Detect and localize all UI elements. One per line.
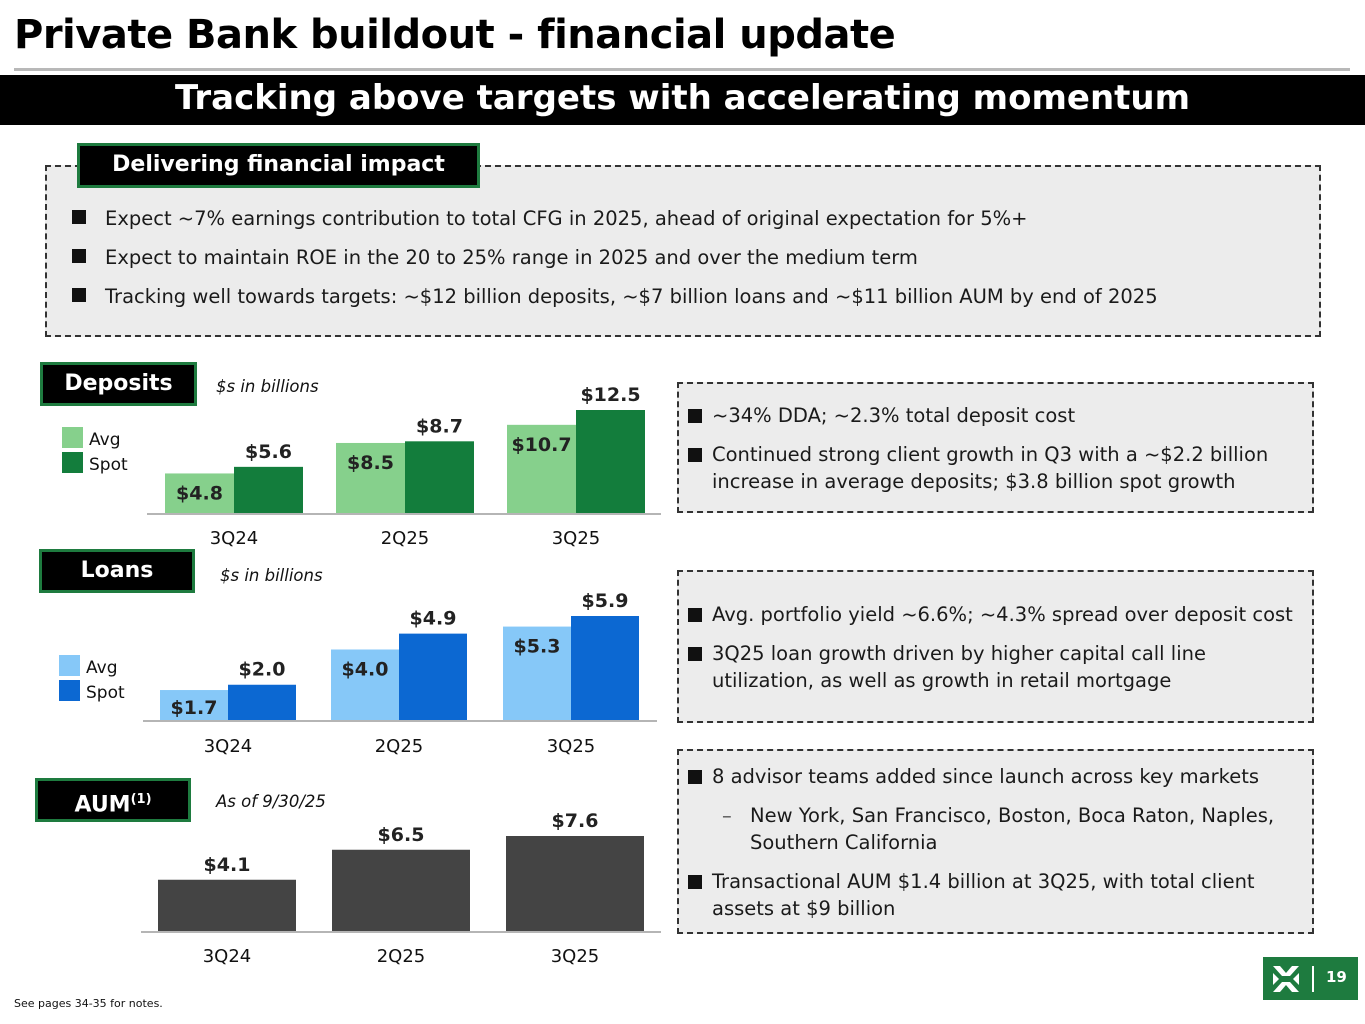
legend-swatch xyxy=(62,427,83,448)
aum-notes: 8 advisor teams added since launch acros… xyxy=(688,763,1308,922)
data-label: $12.5 xyxy=(580,384,640,406)
deposits-notes: ~34% DDA; ~2.3% total deposit cost Conti… xyxy=(688,402,1308,495)
dash-bullet-icon: – xyxy=(722,804,732,827)
deposits-legend: Avg Spot xyxy=(62,427,128,477)
brand-footer: 19 xyxy=(1263,957,1358,1000)
page-title: Private Bank buildout - financial update xyxy=(14,12,896,58)
impact-bullet: Tracking well towards targets: ~$12 bill… xyxy=(72,281,1158,320)
deposits-units: $s in billions xyxy=(216,377,319,396)
data-label: $5.9 xyxy=(582,590,629,612)
impact-panel xyxy=(45,165,1321,337)
impact-bullets: Expect ~7% earnings contribution to tota… xyxy=(72,203,1158,320)
bar-avg-3q25 xyxy=(503,626,571,720)
square-bullet-icon xyxy=(688,608,702,622)
x-tick-label: 3Q25 xyxy=(551,946,600,967)
bar-avg-2q25 xyxy=(331,649,399,720)
x-tick-label: 3Q25 xyxy=(552,528,601,549)
deposits-notes-panel xyxy=(677,382,1314,513)
loans-tab: Loans xyxy=(39,549,195,593)
bar-avg-3q24 xyxy=(165,473,234,513)
aum-notes-panel xyxy=(677,749,1314,934)
x-tick-label: 3Q24 xyxy=(203,946,252,967)
loans-units: $s in billions xyxy=(220,566,323,585)
data-label: $4.8 xyxy=(176,482,223,504)
data-label: $8.5 xyxy=(347,452,394,474)
loans-note: Avg. portfolio yield ~6.6%; ~4.3% spread… xyxy=(688,601,1313,628)
square-bullet-icon xyxy=(72,288,86,302)
loans-legend: Avg Spot xyxy=(59,655,125,705)
deposits-note: ~34% DDA; ~2.3% total deposit cost xyxy=(688,402,1308,429)
x-tick-label: 2Q25 xyxy=(377,946,426,967)
x-tick-label: 3Q24 xyxy=(210,528,259,549)
bar-spot-3q25 xyxy=(571,616,639,720)
data-label: $5.3 xyxy=(514,636,561,658)
impact-tab: Delivering financial impact xyxy=(77,143,480,188)
legend-swatch xyxy=(62,452,83,473)
data-label: $8.7 xyxy=(416,415,463,437)
x-tick-label: 2Q25 xyxy=(375,736,424,757)
bar-avg-3q25 xyxy=(507,424,576,513)
footnote: See pages 34-35 for notes. xyxy=(14,997,163,1010)
loans-notes-panel xyxy=(677,570,1314,723)
data-label: $7.6 xyxy=(552,810,599,832)
data-label: $5.6 xyxy=(245,441,292,463)
page-number: 19 xyxy=(1326,968,1347,986)
data-label: $6.5 xyxy=(378,824,425,846)
logo-divider xyxy=(1312,966,1314,992)
legend-item-avg: Avg xyxy=(59,655,125,680)
bar-spot-3q24 xyxy=(228,684,296,720)
data-label: $10.7 xyxy=(511,434,571,456)
square-bullet-icon xyxy=(72,210,86,224)
aum-note: 8 advisor teams added since launch acros… xyxy=(688,763,1308,790)
data-label: $2.0 xyxy=(239,659,286,681)
legend-swatch xyxy=(59,680,80,701)
deposits-tab: Deposits xyxy=(40,362,197,406)
impact-bullet: Expect ~7% earnings contribution to tota… xyxy=(72,203,1158,242)
legend-item-spot: Spot xyxy=(59,680,125,705)
bar-spot-3q24 xyxy=(234,466,303,513)
data-label: $4.1 xyxy=(204,854,251,876)
headline-banner: Tracking above targets with accelerating… xyxy=(0,75,1365,125)
bar-spot-3q25 xyxy=(576,410,645,513)
x-tick-label: 2Q25 xyxy=(381,528,430,549)
citizens-logo-icon xyxy=(1273,966,1299,992)
square-bullet-icon xyxy=(688,448,702,462)
bar-avg-3q24 xyxy=(160,690,228,720)
loans-notes: Avg. portfolio yield ~6.6%; ~4.3% spread… xyxy=(688,601,1313,694)
legend-item-avg: Avg xyxy=(62,427,128,452)
legend-item-spot: Spot xyxy=(62,452,128,477)
bar-2q25 xyxy=(332,849,470,931)
aum-note: Transactional AUM $1.4 billion at 3Q25, … xyxy=(688,868,1308,922)
bar-avg-2q25 xyxy=(336,442,405,513)
square-bullet-icon xyxy=(688,409,702,423)
data-label: $1.7 xyxy=(171,697,218,719)
deposits-note: Continued strong client growth in Q3 wit… xyxy=(688,441,1308,495)
data-label: $4.9 xyxy=(410,608,457,630)
square-bullet-icon xyxy=(688,647,702,661)
bar-3q24 xyxy=(158,879,296,931)
bar-spot-2q25 xyxy=(405,441,474,513)
bar-3q25 xyxy=(506,836,644,931)
legend-swatch xyxy=(59,655,80,676)
x-tick-label: 3Q24 xyxy=(204,736,253,757)
aum-units: As of 9/30/25 xyxy=(216,792,326,811)
aum-tab: AUM(1) xyxy=(35,778,191,822)
impact-bullet: Expect to maintain ROE in the 20 to 25% … xyxy=(72,242,1158,281)
loans-note: 3Q25 loan growth driven by higher capita… xyxy=(688,640,1313,694)
title-divider xyxy=(14,68,1350,71)
bar-spot-2q25 xyxy=(399,633,467,720)
data-label: $4.0 xyxy=(342,658,389,680)
square-bullet-icon xyxy=(72,249,86,263)
square-bullet-icon xyxy=(688,770,702,784)
x-tick-label: 3Q25 xyxy=(547,736,596,757)
square-bullet-icon xyxy=(688,875,702,889)
aum-subnote: – New York, San Francisco, Boston, Boca R… xyxy=(722,804,1275,854)
